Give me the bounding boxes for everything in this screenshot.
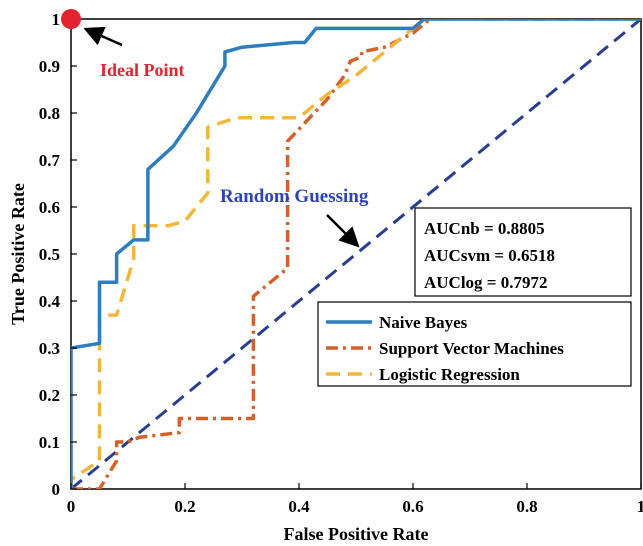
y-tick-label: 0.3 <box>39 339 60 358</box>
random-guessing-label: Random Guessing <box>220 186 369 207</box>
y-tick-label: 0.7 <box>39 151 61 170</box>
legend-items: Naive Bayes Support Vector Machines Logist… <box>326 313 564 384</box>
y-tick-label: 0.9 <box>39 57 60 76</box>
y-tick-label: 0.8 <box>39 104 60 123</box>
y-axis-label: True Positive Rate <box>8 183 28 325</box>
y-tick-label: 0.5 <box>39 245 60 264</box>
auc-log-text: AUClog = 0.7972 <box>424 273 548 292</box>
auc-box <box>414 207 632 297</box>
auc-svm-text: AUCsvm = 0.6518 <box>424 246 555 265</box>
x-tick-label: 0.6 <box>402 497 423 516</box>
y-tick-label: 0 <box>52 480 61 499</box>
y-tick-label: 0.1 <box>39 433 60 452</box>
x-tick-label: 1 <box>637 497 643 516</box>
legend-label: Support Vector Machines <box>379 339 564 358</box>
y-axis-ticks: 0 0.1 0.2 0.3 0.4 0.5 0.6 0.7 0.8 0.9 1 <box>39 10 77 499</box>
random-guessing-arrow <box>326 214 360 248</box>
ideal-point-label: Ideal Point <box>100 60 185 80</box>
x-tick-label: 0.8 <box>516 497 537 516</box>
logistic-regression-line <box>71 19 641 489</box>
x-tick-label: 0.2 <box>174 497 195 516</box>
legend <box>317 301 632 387</box>
series-lines <box>71 19 641 489</box>
y-tick-label: 0.6 <box>39 198 60 217</box>
y-tick-label: 0.4 <box>39 292 61 311</box>
x-axis-label: False Positive Rate <box>284 524 429 544</box>
y-tick-label: 1 <box>52 10 61 29</box>
x-tick-label: 0.4 <box>288 497 310 516</box>
legend-label: Naive Bayes <box>379 313 468 332</box>
auc-nb-text: AUCnb = 0.8805 <box>424 219 545 238</box>
ideal-point-marker <box>61 9 81 29</box>
ideal-point-arrow <box>83 26 123 47</box>
naive-bayes-line <box>71 19 641 489</box>
legend-label: Logistic Regression <box>379 365 520 384</box>
x-axis-ticks: 0 0.2 0.4 0.6 0.8 1 <box>67 483 643 516</box>
support-vector-machines-line <box>71 19 641 489</box>
random-guessing-line <box>71 19 641 489</box>
y-tick-label: 0.2 <box>39 386 60 405</box>
x-tick-label: 0 <box>67 497 76 516</box>
